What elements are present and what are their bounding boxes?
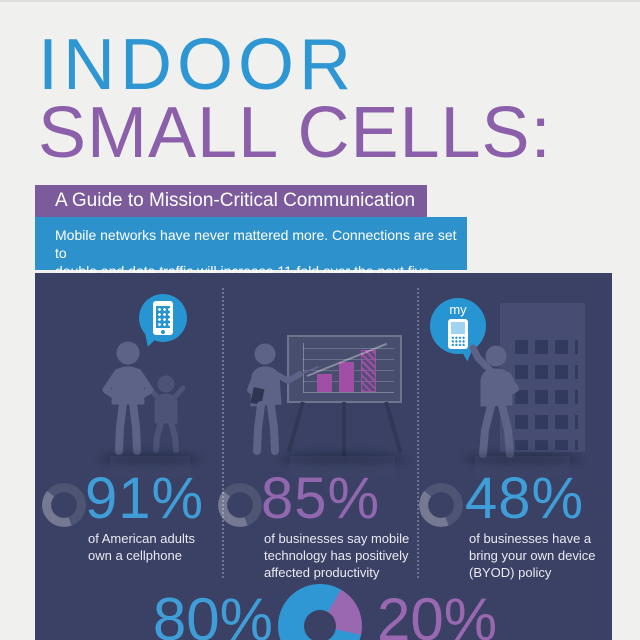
stat-caption-line: of American adults [88,531,195,546]
easel-leg [342,402,346,457]
speech-bubble [139,294,187,349]
bubble-label-my: my [449,302,467,317]
easel-leg [384,401,403,453]
reflection [465,453,580,465]
stat-caption-line: technology has positively [264,548,409,563]
column-divider [417,288,419,578]
smartphone-home-button [161,329,165,334]
stat-ring-icon [419,483,463,527]
speech-bubble: my [430,298,486,363]
intro-banner: Mobile networks have never mattered more… [35,217,467,297]
reflection [110,456,190,482]
presentation-board [287,335,402,403]
stat-ring-icon [218,483,262,527]
stat-ring-icon [42,483,86,527]
stat-caption-line: of businesses say mobile [264,531,410,546]
split-left-value: 80% [152,586,273,640]
board-bar-3-hatched [361,350,376,392]
stat-value: 91% [85,466,205,531]
column-divider [222,288,224,578]
subtitle-banner-label: A Guide to Mission-Critical Communicatio… [55,190,416,211]
split-right-value: 20% [377,586,498,640]
smartphone-screen [156,306,170,328]
stat-caption-line: own a cellphone [88,548,182,563]
stat-caption: of American adults own a cellphone [88,530,195,564]
stat-caption-line: of businesses have a [469,531,592,546]
subtitle-banner: A Guide to Mission-Critical Communicatio… [35,185,427,217]
waving-figure [463,339,525,459]
stat-caption: of businesses say mobile technology has … [264,530,409,581]
feature-phone-icon [448,319,468,349]
reflection [475,456,570,482]
page-title-line-1: INDOOR [38,25,356,105]
stat-caption-line: affected productivity [264,565,380,580]
page-title-line-2: SMALL CELLS: [38,93,552,173]
child-figure [145,375,187,453]
donut-hole [304,610,336,640]
board-bar-2 [339,362,354,392]
stat-value: 48% [465,466,585,531]
reflection [280,453,405,465]
stat-caption-line: bring your own device [469,548,596,563]
stat-value: 85% [261,466,381,531]
presenter-figure [238,343,322,457]
feature-phone-keyboard [451,336,465,346]
reflection [290,456,395,482]
stat-caption-line: (BYOD) policy [469,565,552,580]
intro-text-line-1: Mobile networks have never mattered more… [55,227,457,261]
split-donut-chart [278,584,362,640]
board-bar-1 [317,374,332,392]
smartphone-icon [153,301,173,335]
infographic-panel: my 91% of American adul [35,273,612,640]
top-rule [0,0,640,2]
reflection [100,453,200,465]
stat-caption: of businesses have a bring your own devi… [469,530,595,581]
office-building [500,303,585,452]
feature-phone-screen [451,322,465,334]
